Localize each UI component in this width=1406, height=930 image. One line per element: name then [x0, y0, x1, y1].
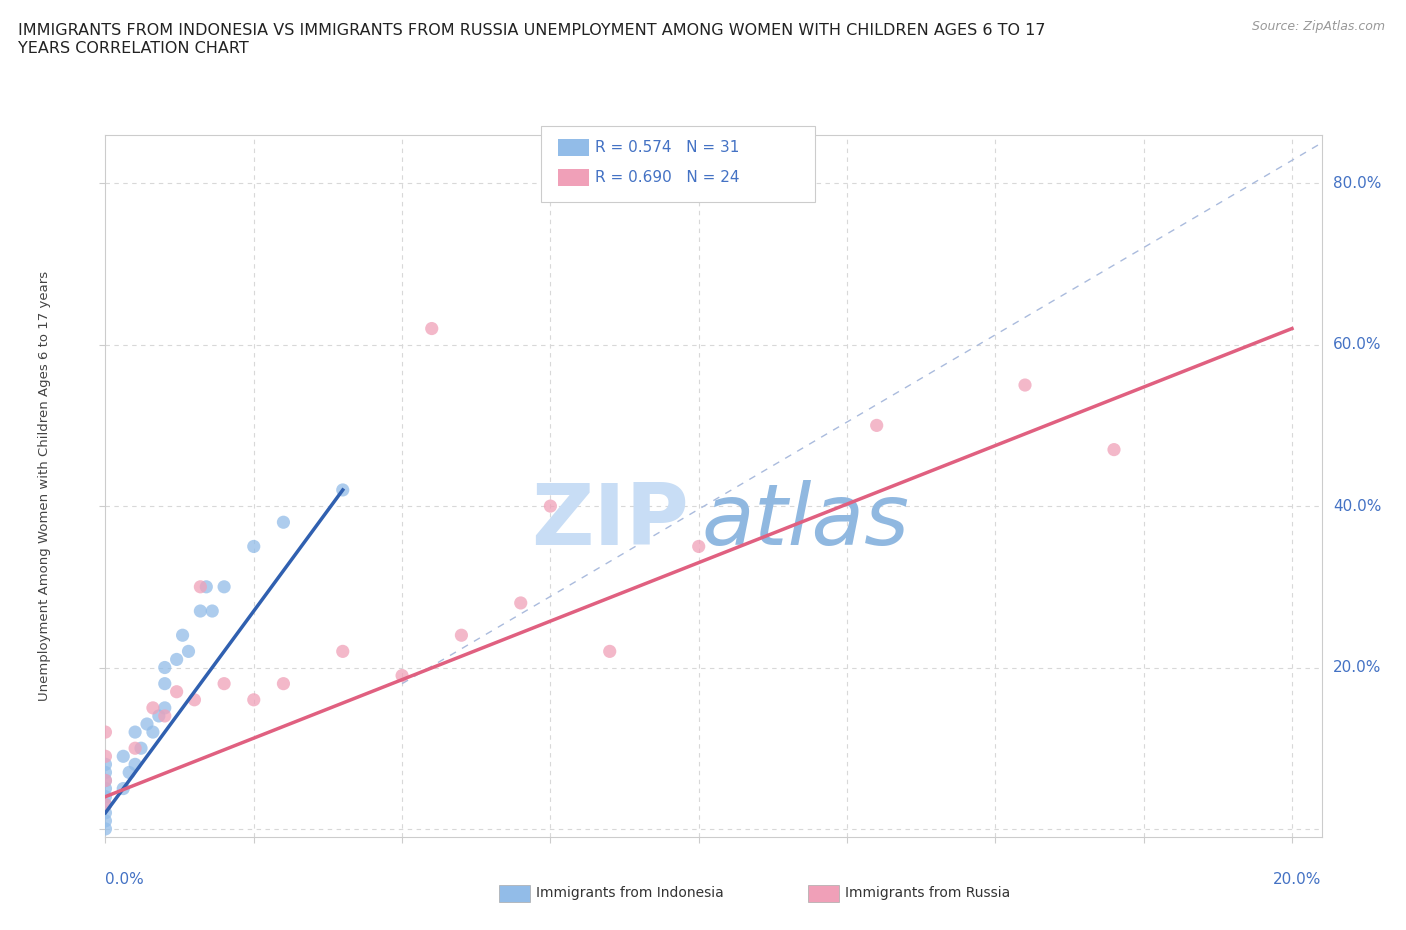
Point [332, 644, 354, 658]
Point [94, 781, 117, 796]
Text: 40.0%: 40.0% [1333, 498, 1381, 513]
Point [273, 515, 295, 530]
Point [190, 579, 212, 594]
Point [177, 644, 200, 658]
Point [538, 498, 561, 513]
Text: Source: ZipAtlas.com: Source: ZipAtlas.com [1251, 20, 1385, 33]
Point [124, 724, 146, 739]
Point [153, 709, 176, 724]
Point [129, 741, 152, 756]
Point [94, 814, 117, 829]
Point [212, 676, 235, 691]
Text: ZIP: ZIP [531, 480, 689, 563]
Point [166, 652, 188, 667]
Point [866, 418, 889, 432]
Text: Immigrants from Russia: Immigrants from Russia [845, 885, 1011, 900]
Text: Unemployment Among Women with Children Ages 6 to 17 years: Unemployment Among Women with Children A… [38, 271, 51, 701]
Text: IMMIGRANTS FROM INDONESIA VS IMMIGRANTS FROM RUSSIA UNEMPLOYMENT AMONG WOMEN WIT: IMMIGRANTS FROM INDONESIA VS IMMIGRANTS … [18, 23, 1046, 56]
Point [142, 700, 165, 715]
Point [1014, 378, 1036, 392]
Point [153, 660, 176, 675]
Point [136, 717, 159, 732]
Point [112, 781, 135, 796]
Point [166, 684, 188, 699]
Point [242, 692, 264, 707]
Point [94, 757, 117, 772]
Text: 60.0%: 60.0% [1333, 338, 1381, 352]
Point [94, 821, 117, 836]
Point [94, 724, 117, 739]
Point [94, 805, 117, 820]
Point [153, 700, 176, 715]
Point [94, 797, 117, 812]
Point [94, 797, 117, 812]
Point [94, 773, 117, 788]
Point [183, 692, 205, 707]
Text: 20.0%: 20.0% [1274, 872, 1322, 887]
Point [124, 757, 146, 772]
Point [172, 628, 194, 643]
Point [190, 604, 212, 618]
Point [688, 539, 710, 554]
Point [212, 579, 235, 594]
Point [242, 539, 264, 554]
Point [118, 765, 141, 780]
Point [94, 749, 117, 764]
Text: Immigrants from Indonesia: Immigrants from Indonesia [536, 885, 724, 900]
Text: 20.0%: 20.0% [1333, 660, 1381, 675]
Point [124, 741, 146, 756]
Text: R = 0.690   N = 24: R = 0.690 N = 24 [595, 170, 740, 185]
Point [450, 628, 472, 643]
Point [391, 668, 413, 683]
Point [201, 604, 224, 618]
Point [509, 595, 531, 610]
Point [273, 676, 295, 691]
Point [94, 790, 117, 804]
Point [332, 483, 354, 498]
Point [94, 765, 117, 780]
Text: 80.0%: 80.0% [1333, 176, 1381, 191]
Point [420, 321, 443, 336]
Point [1102, 442, 1125, 457]
Point [153, 676, 176, 691]
Point [599, 644, 621, 658]
Point [195, 579, 218, 594]
Text: 0.0%: 0.0% [105, 872, 145, 887]
Point [142, 724, 165, 739]
Point [148, 709, 170, 724]
Text: atlas: atlas [702, 480, 910, 563]
Point [94, 773, 117, 788]
Text: R = 0.574   N = 31: R = 0.574 N = 31 [595, 140, 740, 155]
Point [112, 749, 135, 764]
